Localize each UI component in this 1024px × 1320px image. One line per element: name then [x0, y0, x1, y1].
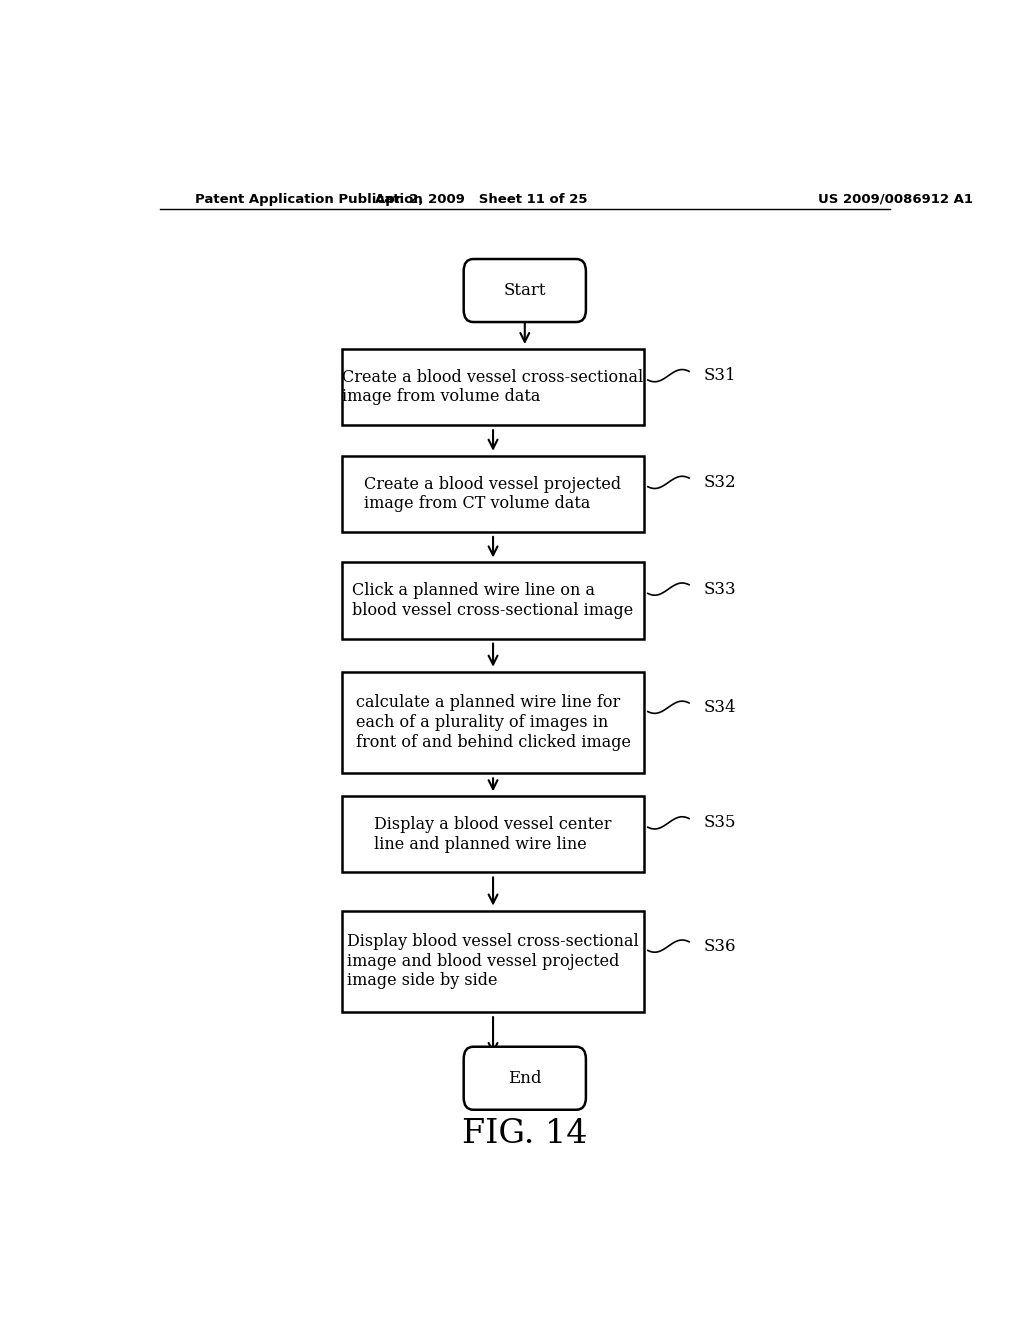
FancyBboxPatch shape [464, 259, 586, 322]
Bar [342, 672, 644, 774]
Bar [342, 562, 644, 639]
Text: Apr. 2, 2009   Sheet 11 of 25: Apr. 2, 2009 Sheet 11 of 25 [375, 193, 588, 206]
Text: Display blood vessel cross-sectional
image and blood vessel projected
image side: Display blood vessel cross-sectional ima… [347, 933, 639, 990]
Bar [342, 348, 644, 425]
Text: S31: S31 [703, 367, 736, 384]
Text: Patent Application Publication: Patent Application Publication [196, 193, 423, 206]
Text: US 2009/0086912 A1: US 2009/0086912 A1 [818, 193, 974, 206]
Text: FIG. 14: FIG. 14 [462, 1118, 588, 1150]
Text: Start: Start [504, 282, 546, 300]
Text: End: End [508, 1069, 542, 1086]
Text: S33: S33 [703, 581, 736, 598]
Bar [342, 911, 644, 1012]
Text: S32: S32 [703, 474, 736, 491]
Bar [342, 796, 644, 873]
Text: Create a blood vessel cross-sectional
image from volume data: Create a blood vessel cross-sectional im… [342, 368, 644, 405]
FancyBboxPatch shape [464, 1047, 586, 1110]
Text: S34: S34 [703, 698, 736, 715]
Text: Click a planned wire line on a
blood vessel cross-sectional image: Click a planned wire line on a blood ves… [352, 582, 634, 619]
Text: S36: S36 [703, 937, 736, 954]
Bar [342, 455, 644, 532]
Text: S35: S35 [703, 814, 736, 832]
Text: Create a blood vessel projected
image from CT volume data: Create a blood vessel projected image fr… [365, 475, 622, 512]
Text: calculate a planned wire line for
each of a plurality of images in
front of and : calculate a planned wire line for each o… [355, 694, 631, 751]
Text: Display a blood vessel center
line and planned wire line: Display a blood vessel center line and p… [375, 816, 611, 853]
